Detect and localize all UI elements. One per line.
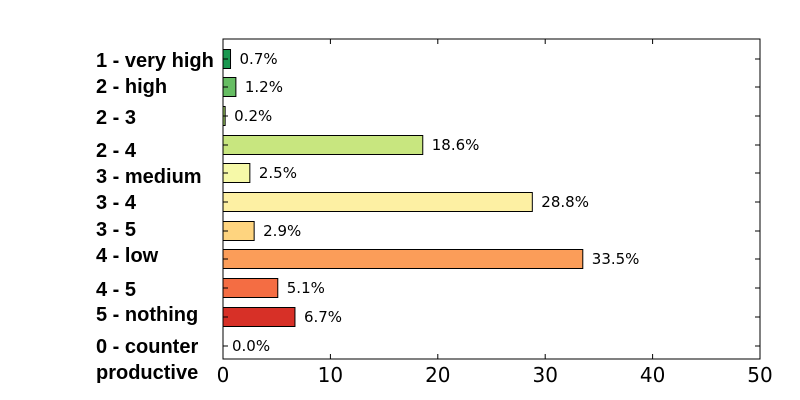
bar-7 bbox=[222, 249, 584, 269]
category-label-4: 3 - medium bbox=[96, 166, 202, 188]
category-label-line-10-1: productive bbox=[96, 362, 198, 384]
value-label-0: 0.7% bbox=[240, 50, 278, 68]
category-label-10: 0 - counter productive bbox=[96, 336, 198, 384]
category-label-line-2-0: 2 - 3 bbox=[96, 107, 136, 129]
category-label-8: 4 - 5 bbox=[96, 279, 136, 301]
category-labels-group: 1 - very high 2 - high 2 - 3 2 - 4 3 - mediu… bbox=[96, 50, 214, 384]
category-label-9: 5 - nothing bbox=[96, 304, 198, 326]
bar-3 bbox=[222, 135, 424, 155]
bars-group bbox=[222, 49, 584, 327]
category-label-line-7-0: 4 - low bbox=[96, 245, 159, 267]
category-label-7: 4 - low bbox=[96, 245, 159, 267]
x-axis-ticks: 0 10 20 30 40 50 bbox=[217, 39, 773, 387]
value-label-10: 0.0% bbox=[232, 337, 270, 355]
category-label-line-3-0: 2 - 4 bbox=[96, 140, 137, 162]
value-label-3: 18.6% bbox=[432, 136, 480, 154]
value-label-5: 28.8% bbox=[541, 193, 589, 211]
value-label-2: 0.2% bbox=[234, 107, 272, 125]
category-label-0: 1 - very high bbox=[96, 50, 214, 72]
value-label-9: 6.7% bbox=[304, 308, 342, 326]
category-label-line-4-0: 3 - medium bbox=[96, 166, 202, 188]
y-axis-ticks bbox=[223, 58, 760, 347]
category-label-line-6-0: 3 - 5 bbox=[96, 219, 136, 241]
value-label-4: 2.5% bbox=[259, 164, 297, 182]
bar-5 bbox=[222, 192, 533, 212]
category-label-1: 2 - high bbox=[96, 76, 167, 98]
category-label-5: 3 - 4 bbox=[96, 192, 137, 214]
bar-9 bbox=[222, 307, 296, 327]
x-tick-label-4: 40 bbox=[640, 363, 665, 387]
x-tick-label-3: 30 bbox=[532, 363, 557, 387]
bar-8 bbox=[222, 278, 279, 298]
x-tick-label-5: 50 bbox=[747, 363, 772, 387]
category-label-2: 2 - 3 bbox=[96, 107, 136, 129]
category-label-line-1-0: 2 - high bbox=[96, 76, 167, 98]
category-label-6: 3 - 5 bbox=[96, 219, 136, 241]
value-label-8: 5.1% bbox=[287, 279, 325, 297]
category-label-line-10-0: 0 - counter bbox=[96, 336, 198, 358]
category-label-line-5-0: 3 - 4 bbox=[96, 192, 137, 214]
value-label-6: 2.9% bbox=[263, 222, 301, 240]
category-label-line-9-0: 5 - nothing bbox=[96, 304, 198, 326]
value-labels-group: 0.7% 1.2% 0.2% 18.6% 2.5% 28.8% 2.9% 33.5% 5.1% 6… bbox=[232, 50, 639, 355]
category-label-line-8-0: 4 - 5 bbox=[96, 279, 136, 301]
category-label-line-0-0: 1 - very high bbox=[96, 50, 214, 72]
value-label-1: 1.2% bbox=[245, 78, 283, 96]
x-tick-label-2: 20 bbox=[425, 363, 450, 387]
category-label-3: 2 - 4 bbox=[96, 140, 137, 162]
x-tick-label-1: 10 bbox=[318, 363, 343, 387]
x-tick-label-0: 0 bbox=[217, 363, 230, 387]
value-label-7: 33.5% bbox=[592, 250, 640, 268]
